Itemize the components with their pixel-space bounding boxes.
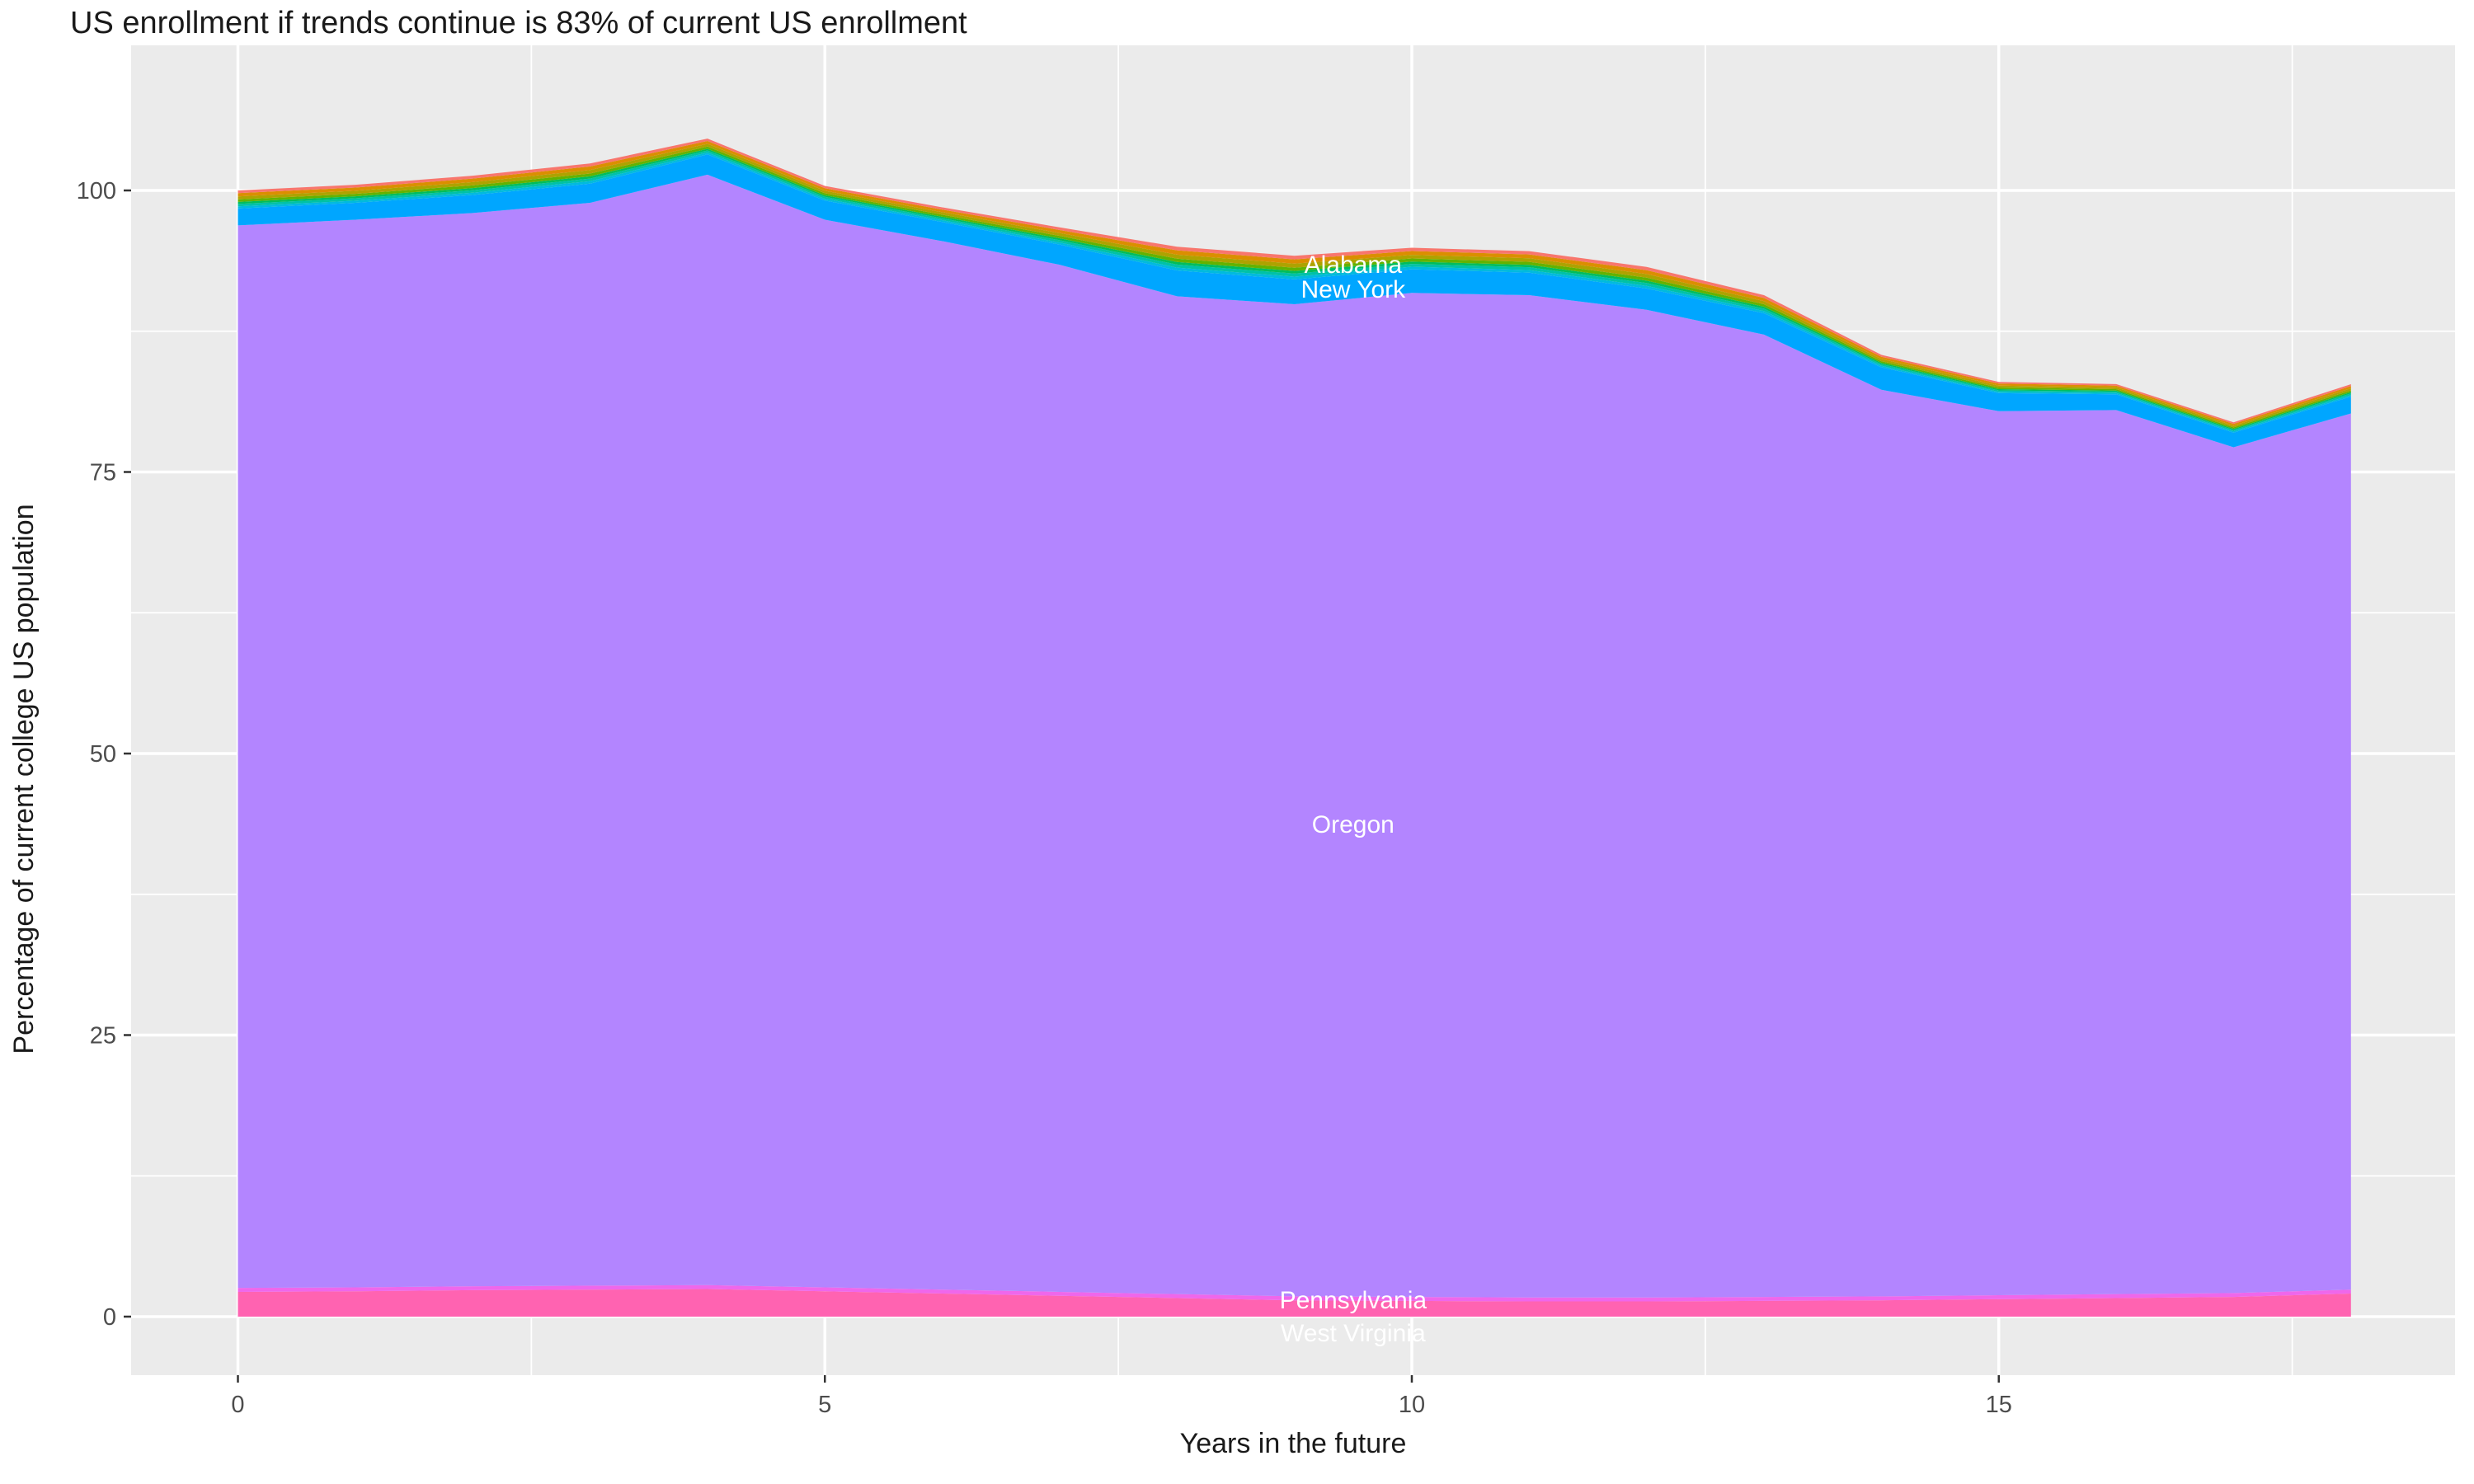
area-series-pennsylvania [238,1284,2351,1302]
state-label-new-york: New York [1300,276,1406,303]
y-tick-label-100: 100 [77,178,116,204]
axis-tick-labels: 0 5 10 15 0 25 50 75 100 [77,178,2012,1418]
area-series-new-york [238,154,2351,448]
y-tick-label-50: 50 [90,741,116,768]
x-tick-label-5: 5 [818,1392,831,1418]
stacked-areas [238,139,2351,1317]
y-tick-label-0: 0 [103,1304,116,1331]
chart-title: US enrollment if trends continue is 83% … [70,6,967,40]
state-label-oregon: Oregon [1312,811,1395,838]
area-series-oregon [238,174,2351,1298]
x-axis-title: Years in the future [1180,1428,1407,1459]
state-label-pennsylvania: Pennsylvania [1280,1287,1427,1314]
y-tick-label-25: 25 [90,1023,116,1050]
state-label-alabama: Alabama [1305,251,1403,279]
x-tick-label-15: 15 [1986,1392,2012,1418]
state-label-west-virginia: West Virginia [1281,1320,1426,1347]
area-series-west-virginia [238,1289,2351,1317]
y-axis-title: Percentage of current college US populat… [8,504,40,1054]
x-tick-label-0: 0 [231,1392,244,1418]
y-tick-label-75: 75 [90,460,116,486]
axis-tick-marks [124,189,2000,1383]
x-tick-label-10: 10 [1399,1392,1425,1418]
